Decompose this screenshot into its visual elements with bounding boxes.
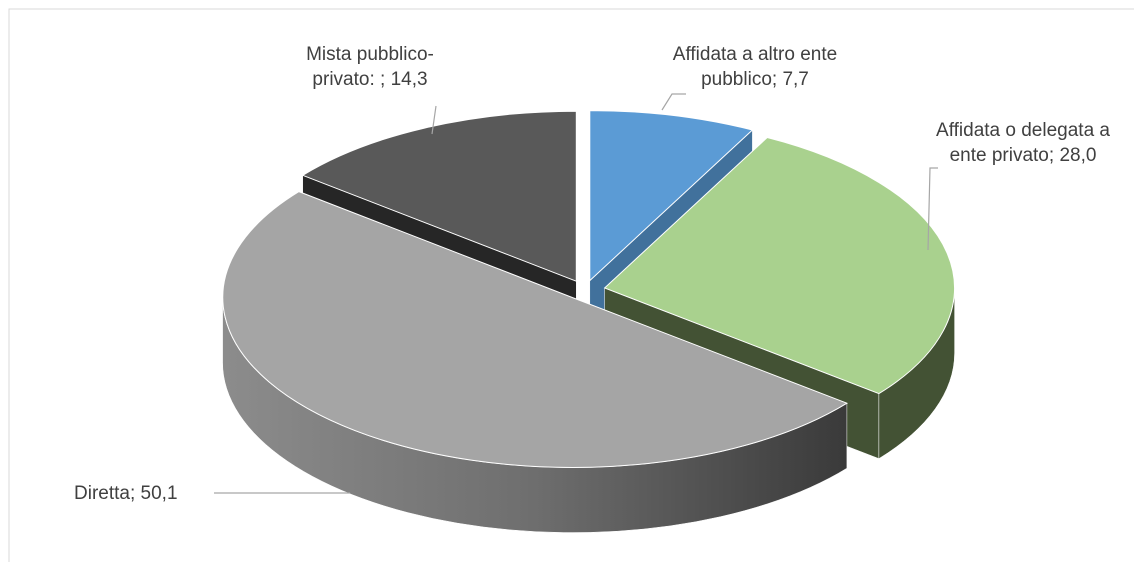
slice: [589, 110, 754, 282]
leader-lines: [214, 93, 938, 494]
data-label: Affidata o delegata a ente privato; 28,0: [936, 120, 1110, 166]
slice: [301, 110, 577, 282]
slice: [222, 191, 849, 468]
data-label: Mista pubblico-privato: ; 14,3: [306, 44, 434, 90]
leader-line: [661, 93, 686, 111]
leader-line: [431, 105, 437, 135]
data-label: Affidata a altro ente pubblico; 7,7: [672, 44, 838, 90]
slices: [222, 110, 956, 533]
slice: [603, 136, 956, 395]
chart-border: [8, 8, 1134, 562]
leader-line: [927, 167, 938, 251]
data-label: Diretta; 50,1: [74, 483, 178, 504]
